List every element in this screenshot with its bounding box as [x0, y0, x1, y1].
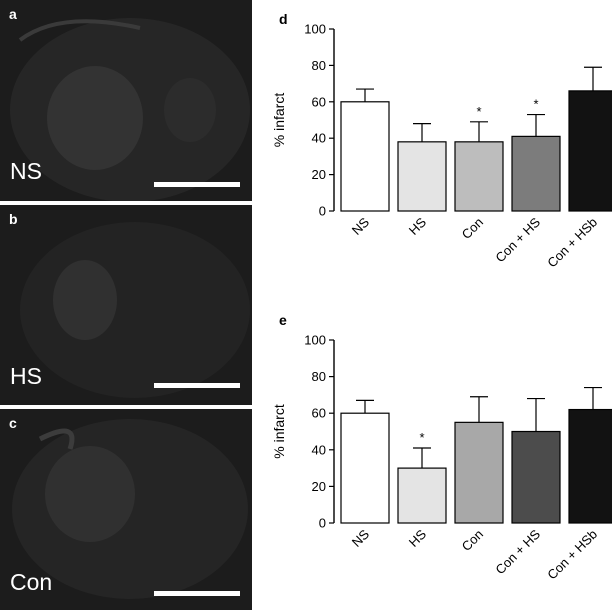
brain-section-image	[12, 419, 248, 599]
bar-chart-e: e 0 20 40 60 80 100 % infarct NS * HS Con Con + HS Co…	[271, 312, 612, 583]
category-label: Con + HS	[492, 526, 543, 577]
brain-section-image	[10, 18, 250, 201]
category-label: HS	[406, 214, 430, 238]
brain-section-image	[20, 222, 250, 398]
panel-letter: c	[9, 415, 17, 431]
bar	[454, 421, 504, 524]
bar	[568, 408, 612, 524]
condition-label: HS	[10, 363, 42, 389]
bar-chart-d: d 0 20 40 60 80 100 % infarct NS HS * Con * Con + HS C…	[271, 11, 612, 271]
y-tick-label: 80	[312, 369, 326, 384]
panel-letter: e	[279, 312, 287, 328]
y-tick-label: 100	[304, 333, 326, 348]
scale-bar	[154, 182, 240, 187]
category-label: NS	[349, 214, 373, 238]
scale-bar	[154, 383, 240, 388]
y-tick-label: 40	[312, 442, 326, 457]
category-label: NS	[349, 526, 373, 550]
y-tick-label: 60	[312, 406, 326, 421]
condition-label: Con	[10, 569, 53, 595]
panel-letter: a	[9, 6, 17, 22]
category-label: Con	[459, 215, 486, 242]
y-tick-label: 100	[304, 22, 326, 37]
significance-marker: *	[419, 430, 424, 445]
y-axis-label: % infarct	[271, 404, 287, 459]
significance-marker: *	[476, 104, 481, 119]
bar	[568, 90, 612, 212]
y-tick-label: 60	[312, 94, 326, 109]
y-tick-label: 40	[312, 131, 326, 146]
category-label: Con	[459, 527, 486, 554]
bar	[511, 430, 561, 524]
scale-bar	[154, 591, 240, 596]
category-label: Con + HSb	[544, 215, 600, 271]
bar	[340, 412, 390, 524]
y-tick-label: 80	[312, 58, 326, 73]
y-tick-label: 20	[312, 479, 326, 494]
y-axis-label: % infarct	[271, 93, 287, 148]
y-tick-label: 0	[319, 516, 326, 531]
y-tick-label: 20	[312, 167, 326, 182]
category-label: Con + HSb	[544, 527, 600, 583]
category-label: HS	[406, 526, 430, 550]
bar	[397, 467, 447, 524]
brain-image-panel-b: b HS	[0, 205, 252, 405]
bar	[511, 135, 561, 212]
bar	[454, 141, 504, 212]
category-label: Con + HS	[492, 214, 543, 265]
panel-letter: d	[279, 11, 288, 27]
y-tick-label: 0	[319, 204, 326, 219]
panel-letter: b	[9, 211, 18, 227]
significance-marker: *	[533, 97, 538, 112]
condition-label: NS	[10, 158, 42, 184]
bar	[340, 101, 390, 212]
bar	[397, 141, 447, 212]
brain-image-panel-a: a NS	[0, 0, 252, 201]
brain-image-panel-c: c Con	[0, 409, 252, 610]
